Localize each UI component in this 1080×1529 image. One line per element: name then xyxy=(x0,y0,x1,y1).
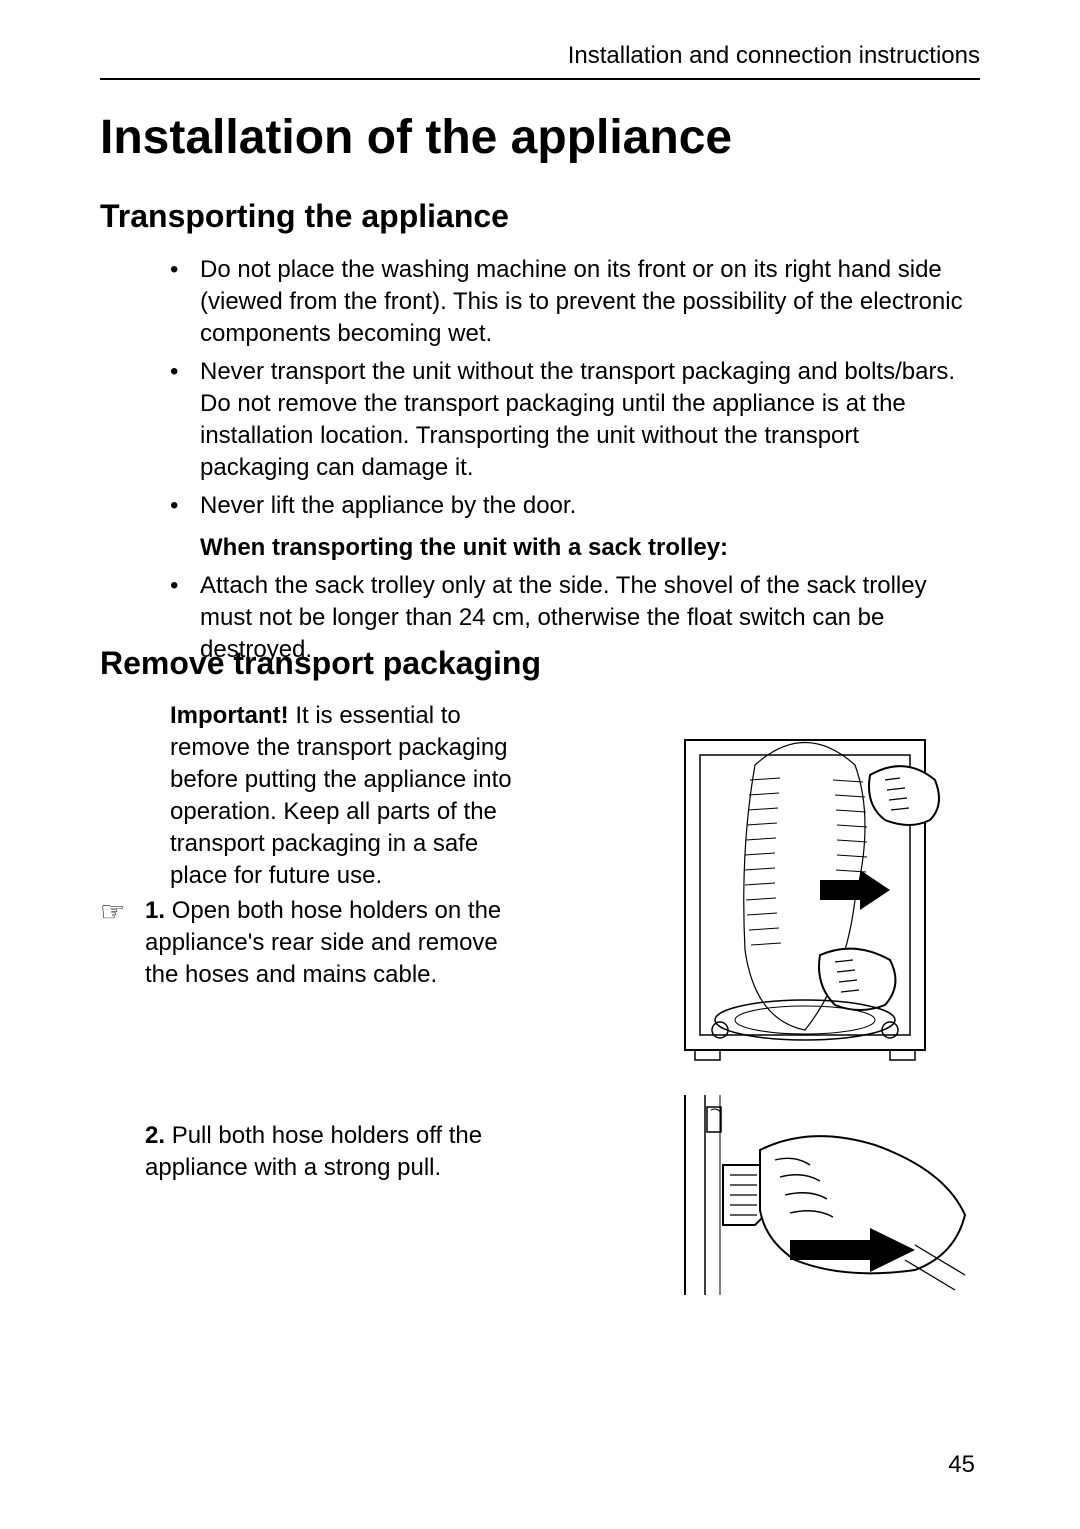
bullet-item: • Do not place the washing machine on it… xyxy=(170,254,975,350)
section-remove-packaging-title: Remove transport packaging xyxy=(100,645,541,682)
section-transporting-title: Transporting the appliance xyxy=(100,198,509,235)
step-2: 2. Pull both hose holders off the applia… xyxy=(145,1120,520,1184)
page-number: 45 xyxy=(948,1451,975,1479)
step-number: 1. xyxy=(145,897,165,924)
important-note: Important! It is essential to remove the… xyxy=(170,700,520,892)
bullet-text: Do not place the washing machine on its … xyxy=(200,254,975,350)
bullet-item: • Never transport the unit without the t… xyxy=(170,356,975,484)
header-section-label: Installation and connection instructions xyxy=(568,42,980,70)
bullet-dot-icon: • xyxy=(170,490,200,522)
bullet-text: Never lift the appliance by the door. xyxy=(200,490,975,522)
bullet-dot-icon: • xyxy=(170,356,200,484)
manual-page: Installation and connection instructions… xyxy=(0,0,1080,1529)
step-text: Pull both hose holders off the appliance… xyxy=(145,1122,482,1181)
transporting-bullets: • Do not place the washing machine on it… xyxy=(170,254,975,672)
figure-pull-holder xyxy=(645,1095,975,1305)
bullet-text: Never transport the unit without the tra… xyxy=(200,356,975,484)
pointing-hand-icon: ☞ xyxy=(100,895,125,928)
header-rule xyxy=(100,78,980,80)
bullet-dot-icon: • xyxy=(170,254,200,350)
bullet-item: • Never lift the appliance by the door. xyxy=(170,490,975,522)
sub-heading-trolley: When transporting the unit with a sack t… xyxy=(200,532,975,564)
important-text: It is essential to remove the transport … xyxy=(170,702,512,889)
page-title: Installation of the appliance xyxy=(100,110,732,165)
step-number: 2. xyxy=(145,1122,165,1149)
figure-hose-holders xyxy=(645,700,975,1070)
step-1: 1. Open both hose holders on the applian… xyxy=(145,895,520,991)
step-text: Open both hose holders on the appliance'… xyxy=(145,897,501,988)
important-label: Important! xyxy=(170,702,289,729)
